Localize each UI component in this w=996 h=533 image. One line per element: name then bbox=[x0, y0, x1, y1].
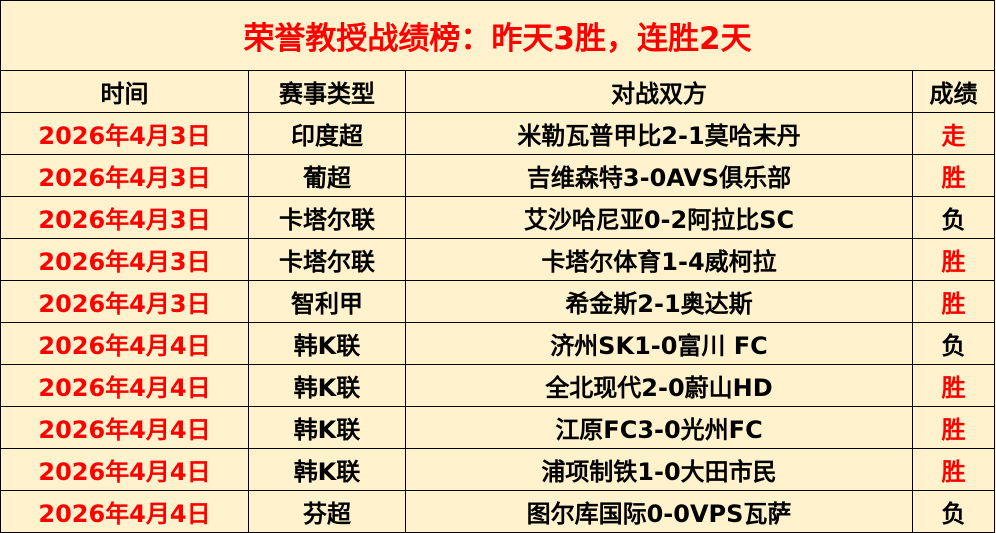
league-cell: 卡塔尔联 bbox=[248, 196, 406, 239]
header-match: 对战双方 bbox=[405, 70, 913, 113]
match-cell: 图尔库国际0-0VPS瓦萨 bbox=[405, 490, 913, 533]
date-cell: 2026年4月4日 bbox=[0, 322, 249, 365]
league-cell: 韩K联 bbox=[248, 448, 406, 491]
result-cell: 负 bbox=[911, 322, 996, 365]
header-time: 时间 bbox=[0, 70, 249, 113]
match-cell: 米勒瓦普甲比2-1莫哈末丹 bbox=[405, 112, 913, 155]
table-row: 2026年4月3日 智利甲 希金斯2-1奥达斯胜 bbox=[0, 280, 996, 323]
match-cell: 吉维森特3-0AVS俱乐部 bbox=[405, 154, 913, 197]
league-cell: 韩K联 bbox=[248, 364, 406, 407]
table-row: 2026年4月4日 韩K联 浦项制铁1-0大田市民胜 bbox=[0, 448, 996, 491]
date-cell: 2026年4月3日 bbox=[0, 112, 249, 155]
league-cell: 芬超 bbox=[248, 490, 406, 533]
table-row: 2026年4月3日 印度超 米勒瓦普甲比2-1莫哈末丹走 bbox=[0, 112, 996, 155]
match-cell: 卡塔尔体育1-4威柯拉 bbox=[405, 238, 913, 281]
date-cell: 2026年4月4日 bbox=[0, 490, 249, 533]
result-cell: 胜 bbox=[911, 154, 996, 197]
result-cell: 胜 bbox=[911, 280, 996, 323]
table-header: 时间 赛事类型 对战双方 成绩 bbox=[0, 70, 996, 113]
table-row: 2026年4月3日 葡超 吉维森特3-0AVS俱乐部胜 bbox=[0, 154, 996, 197]
date-cell: 2026年4月3日 bbox=[0, 238, 249, 281]
date-cell: 2026年4月4日 bbox=[0, 406, 249, 449]
result-cell: 负 bbox=[911, 196, 996, 239]
match-cell: 浦项制铁1-0大田市民 bbox=[405, 448, 913, 491]
match-cell: 全北现代2-0蔚山HD bbox=[405, 364, 913, 407]
table-row: 2026年4月3日 卡塔尔联 艾沙哈尼亚0-2阿拉比SC 负 bbox=[0, 196, 996, 239]
date-cell: 2026年4月3日 bbox=[0, 154, 249, 197]
table-row: 2026年4月4日 芬超 图尔库国际0-0VPS瓦萨负 bbox=[0, 490, 996, 533]
date-cell: 2026年4月4日 bbox=[0, 364, 249, 407]
date-cell: 2026年4月3日 bbox=[0, 280, 249, 323]
date-cell: 2026年4月3日 bbox=[0, 196, 249, 239]
header-result: 成绩 bbox=[911, 70, 996, 113]
result-cell: 胜 bbox=[911, 406, 996, 449]
date-cell: 2026年4月4日 bbox=[0, 448, 249, 491]
result-cell: 负 bbox=[911, 490, 996, 533]
result-cell: 胜 bbox=[911, 238, 996, 281]
page-title: 荣誉教授战绩榜：昨天3胜，连胜2天 bbox=[0, 0, 996, 71]
result-cell: 胜 bbox=[911, 448, 996, 491]
match-cell: 江原FC3-0光州FC bbox=[405, 406, 913, 449]
header-league: 赛事类型 bbox=[248, 70, 406, 113]
table-row: 2026年4月4日 韩K联 全北现代2-0蔚山HD 胜 bbox=[0, 364, 996, 407]
league-cell: 印度超 bbox=[248, 112, 406, 155]
match-cell: 艾沙哈尼亚0-2阿拉比SC bbox=[405, 196, 913, 239]
league-cell: 卡塔尔联 bbox=[248, 238, 406, 281]
match-cell: 济州SK1-0富川 FC bbox=[405, 322, 913, 365]
match-cell: 希金斯2-1奥达斯 bbox=[405, 280, 913, 323]
result-cell: 走 bbox=[911, 112, 996, 155]
table-row: 2026年4月4日 韩K联 江原FC3-0光州FC 胜 bbox=[0, 406, 996, 449]
league-cell: 韩K联 bbox=[248, 406, 406, 449]
result-cell: 胜 bbox=[911, 364, 996, 407]
league-cell: 智利甲 bbox=[248, 280, 406, 323]
table-row: 2026年4月3日 卡塔尔联 卡塔尔体育1-4威柯拉胜 bbox=[0, 238, 996, 281]
league-cell: 韩K联 bbox=[248, 322, 406, 365]
league-cell: 葡超 bbox=[248, 154, 406, 197]
table-row: 2026年4月4日 韩K联 济州SK1-0富川 FC 负 bbox=[0, 322, 996, 365]
